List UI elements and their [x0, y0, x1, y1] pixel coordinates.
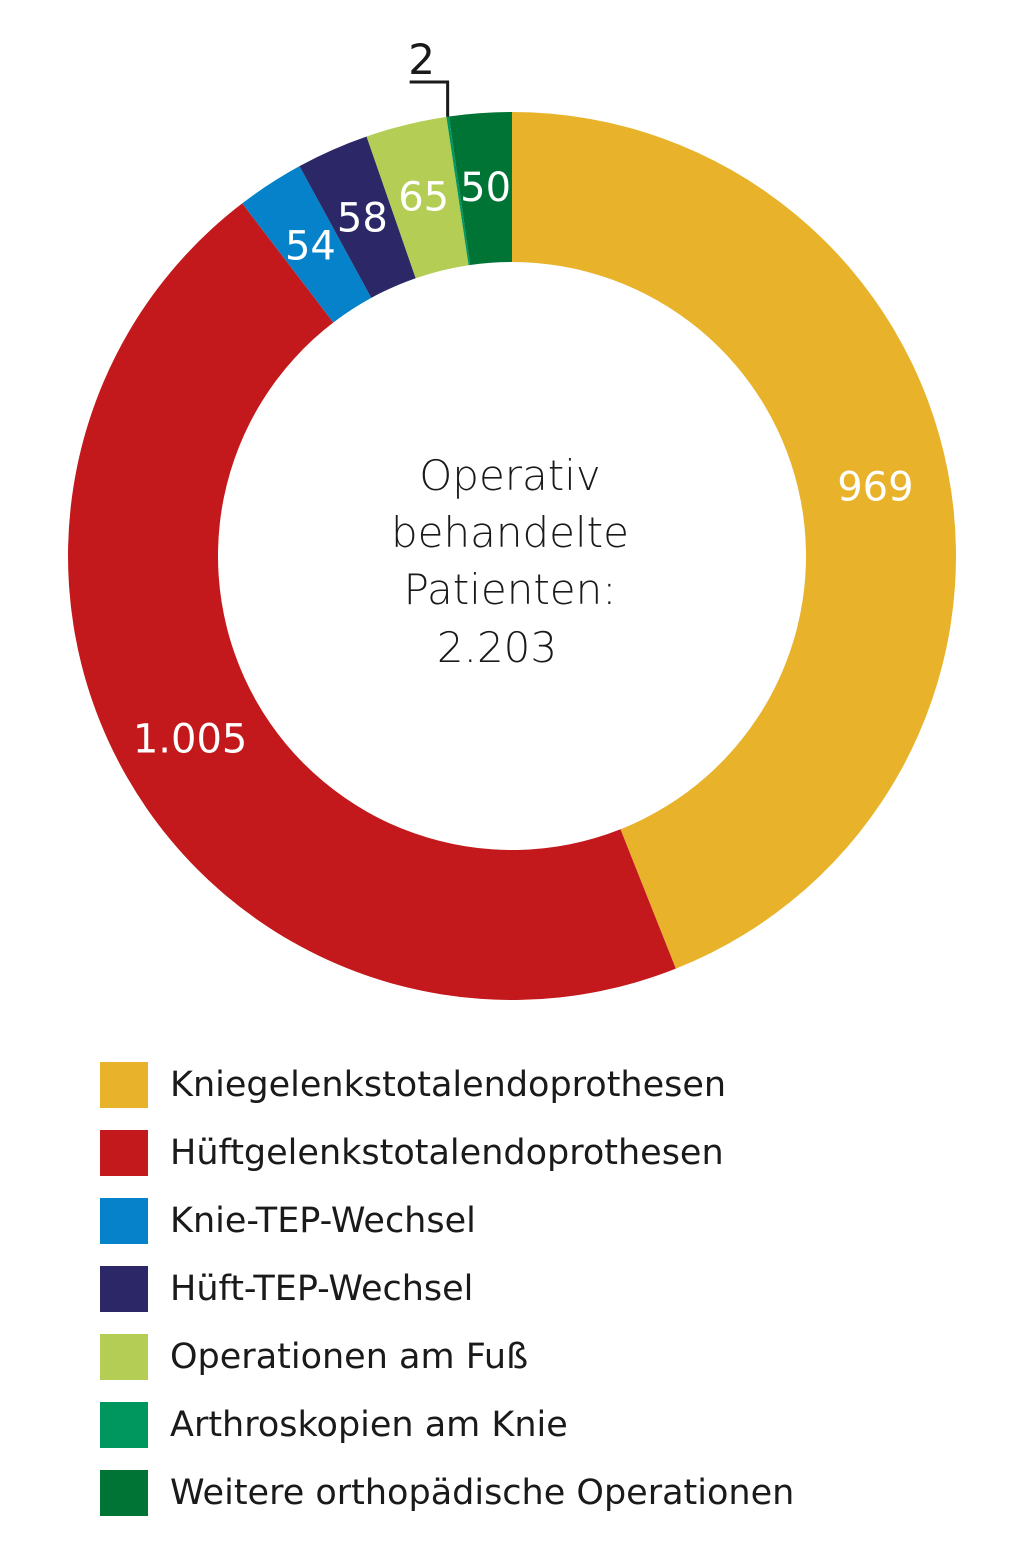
- slice-weitere-orthopadische-operationen: [448, 112, 512, 265]
- slice-label-operationen-am-fuss: 65: [398, 175, 449, 221]
- legend-swatch: [100, 1470, 148, 1516]
- slice-kniegelenkstotalendoprothesen: [512, 112, 956, 969]
- slice-label-kniegelenkstotalendoprothesen: 969: [837, 465, 913, 511]
- legend-item-weitere-orthopadische-operationen: Weitere orthopädische Operationen: [100, 1470, 794, 1516]
- legend-swatch: [100, 1198, 148, 1244]
- slice-label-weitere-orthopadische-operationen: 50: [460, 165, 511, 211]
- legend-label: Hüft-TEP-Wechsel: [170, 1269, 474, 1309]
- slice-label-arthroskopien-am-knie: 2: [408, 35, 435, 84]
- slice-label-knie-tep-wechsel: 54: [285, 224, 336, 270]
- slice-arthroskopien-am-knie: [446, 116, 471, 266]
- chart-legend: Kniegelenkstotalendoprothesen Hüftgelenks…: [100, 1062, 794, 1538]
- legend-swatch: [100, 1402, 148, 1448]
- legend-label: Arthroskopien am Knie: [170, 1405, 568, 1445]
- legend-label: Kniegelenkstotalendoprothesen: [170, 1065, 727, 1105]
- legend-item-huft-tep-wechsel: Hüft-TEP-Wechsel: [100, 1266, 794, 1312]
- slice-label-huft-tep-wechsel: 58: [337, 196, 388, 242]
- legend-label: Hüftgelenkstotalendoprothesen: [170, 1133, 724, 1173]
- center-line-2: behandelte: [391, 508, 629, 557]
- slice-operationen-am-fuss: [366, 116, 469, 279]
- legend-swatch: [100, 1266, 148, 1312]
- callout-leader-line: [409, 80, 450, 117]
- legend-item-arthroskopien-am-knie: Arthroskopien am Knie: [100, 1402, 794, 1448]
- slice-huftgelenkstotalendoprothesen: [68, 203, 676, 1000]
- slice-label-huftgelenkstotalendoprothesen: 1.005: [133, 716, 248, 762]
- center-total: 2.203: [437, 623, 557, 672]
- legend-label: Weitere orthopädische Operationen: [170, 1473, 795, 1513]
- legend-label: Knie-TEP-Wechsel: [170, 1201, 476, 1241]
- donut-slices: [68, 112, 956, 1000]
- legend-swatch: [100, 1062, 148, 1108]
- legend-item-knie-tep-wechsel: Knie-TEP-Wechsel: [100, 1198, 794, 1244]
- slice-knie-tep-wechsel: [242, 166, 372, 323]
- legend-item-kniegelenkstotalendoprothesen: Kniegelenkstotalendoprothesen: [100, 1062, 794, 1108]
- legend-swatch: [100, 1130, 148, 1176]
- legend-item-huftgelenkstotalendoprothesen: Hüftgelenkstotalendoprothesen: [100, 1130, 794, 1176]
- slice-huft-tep-wechsel: [299, 136, 416, 298]
- small-slice-callout: 2: [408, 35, 450, 117]
- legend-item-operationen-am-fuss: Operationen am Fuß: [100, 1334, 794, 1380]
- legend-swatch: [100, 1334, 148, 1380]
- legend-label: Operationen am Fuß: [170, 1337, 529, 1377]
- center-line-1: Operativ: [419, 451, 601, 500]
- center-line-3: Patienten:: [404, 565, 617, 614]
